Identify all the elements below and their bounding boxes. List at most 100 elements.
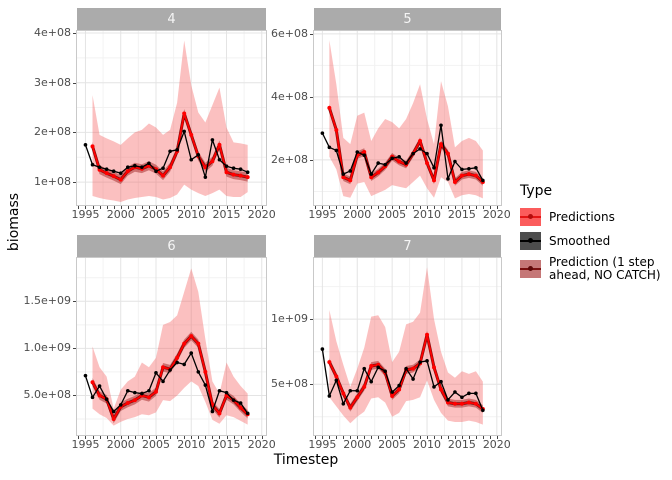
x-tick-mark bbox=[148, 436, 150, 439]
x-tick-mark bbox=[322, 436, 324, 439]
x-tick-mark bbox=[385, 206, 387, 209]
legend-item-smoothed-label: Smoothed bbox=[549, 233, 611, 248]
x-tick-mark bbox=[141, 436, 143, 439]
x-tick-mark bbox=[226, 206, 228, 209]
x-tick-mark bbox=[205, 206, 207, 209]
x-tick-label: 2015 bbox=[447, 208, 476, 221]
x-tick-mark bbox=[155, 206, 157, 209]
x-tick-mark bbox=[212, 206, 214, 209]
x-tick-mark bbox=[392, 436, 394, 439]
y-tick-mark bbox=[73, 395, 76, 397]
x-tick-mark bbox=[378, 206, 380, 209]
y-tick-label: 2e+08 bbox=[271, 152, 308, 166]
x-tick-mark bbox=[434, 436, 435, 439]
x-tick-mark bbox=[233, 436, 235, 439]
x-tick-mark bbox=[454, 436, 456, 439]
x-tick-label: 2005 bbox=[378, 208, 407, 221]
x-tick-mark bbox=[92, 436, 94, 439]
x-tick-mark bbox=[496, 436, 498, 439]
x-tick-mark bbox=[198, 206, 200, 209]
x-tick-mark bbox=[163, 436, 165, 439]
x-tick-mark bbox=[233, 206, 235, 209]
y-tick-mark bbox=[73, 182, 76, 184]
legend-item-predictions-label: Predictions bbox=[549, 209, 615, 224]
x-tick-mark bbox=[461, 436, 463, 439]
x-tick-mark bbox=[99, 436, 101, 439]
x-tick-label: 1995 bbox=[71, 208, 100, 221]
x-tick-mark bbox=[198, 436, 200, 439]
y-tick-mark bbox=[73, 132, 76, 134]
x-tick-mark bbox=[106, 206, 108, 209]
legend-item-predictions: Predictions bbox=[520, 208, 670, 226]
x-tick-mark bbox=[212, 436, 214, 439]
x-tick-mark bbox=[420, 436, 422, 439]
smoothed-key-icon bbox=[520, 232, 541, 250]
facet-strip-5: 5 bbox=[314, 8, 501, 31]
x-tick-mark bbox=[113, 436, 115, 439]
x-tick-mark bbox=[127, 206, 129, 209]
y-tick-mark bbox=[310, 159, 313, 161]
facet-strip-7-label: 7 bbox=[403, 239, 412, 254]
x-tick-label: 2005 bbox=[141, 208, 170, 221]
x-tick-label: 2020 bbox=[247, 438, 276, 451]
y-tick-mark bbox=[73, 32, 76, 34]
x-tick-label: 2020 bbox=[482, 208, 511, 221]
x-tick-mark bbox=[163, 206, 165, 209]
x-tick-mark bbox=[378, 436, 380, 439]
y-tick-mark bbox=[73, 82, 76, 84]
x-tick-mark bbox=[468, 436, 470, 439]
facet-plot-5 bbox=[313, 30, 502, 206]
facet-plot-6 bbox=[76, 257, 267, 436]
y-tick-label: 1.0e+09 bbox=[23, 341, 71, 355]
x-tick-mark bbox=[413, 436, 415, 439]
x-axis-title: Timestep bbox=[273, 452, 339, 468]
facet-strip-6: 6 bbox=[77, 235, 266, 258]
x-tick-mark bbox=[371, 206, 373, 209]
x-tick-mark bbox=[440, 206, 442, 209]
y-tick-label: 1e+08 bbox=[34, 175, 71, 189]
x-tick-mark bbox=[399, 436, 401, 439]
x-tick-mark bbox=[254, 436, 256, 439]
x-tick-mark bbox=[468, 206, 470, 209]
x-tick-mark bbox=[357, 206, 359, 209]
facet-strip-5-label: 5 bbox=[403, 12, 412, 27]
facet-strip-6-label: 6 bbox=[167, 239, 176, 254]
facet-strip-7: 7 bbox=[314, 235, 501, 258]
x-tick-mark bbox=[406, 436, 408, 439]
x-tick-mark bbox=[120, 206, 122, 209]
x-tick-mark bbox=[226, 436, 228, 439]
y-tick-mark bbox=[310, 96, 313, 98]
x-tick-mark bbox=[315, 436, 317, 439]
x-tick-mark bbox=[106, 436, 108, 439]
x-tick-mark bbox=[454, 206, 456, 209]
x-tick-mark bbox=[191, 206, 193, 209]
x-tick-mark bbox=[261, 436, 263, 439]
x-tick-mark bbox=[141, 206, 143, 209]
x-tick-mark bbox=[177, 206, 179, 209]
y-tick-label: 3e+08 bbox=[34, 75, 71, 89]
x-tick-mark bbox=[177, 436, 179, 439]
x-tick-mark bbox=[364, 436, 366, 439]
facet-strip-4: 4 bbox=[77, 8, 266, 31]
x-tick-label: 2015 bbox=[447, 438, 476, 451]
x-tick-mark bbox=[336, 436, 338, 439]
x-tick-label: 2005 bbox=[141, 438, 170, 451]
x-tick-mark bbox=[364, 206, 366, 209]
x-tick-label: 2000 bbox=[106, 208, 135, 221]
x-tick-label: 2000 bbox=[343, 438, 372, 451]
x-tick-mark bbox=[427, 206, 429, 209]
x-tick-mark bbox=[155, 436, 157, 439]
x-tick-label: 1995 bbox=[71, 438, 100, 451]
x-tick-mark bbox=[113, 206, 115, 209]
y-tick-mark bbox=[310, 33, 313, 35]
x-tick-mark bbox=[496, 206, 498, 209]
x-tick-mark bbox=[170, 206, 172, 209]
x-tick-mark bbox=[85, 436, 87, 439]
x-tick-mark bbox=[261, 206, 263, 209]
legend-item-onestep-label: Prediction (1 step ahead, NO CATCH) bbox=[549, 255, 661, 282]
x-tick-mark bbox=[78, 206, 80, 209]
x-tick-label: 2010 bbox=[413, 438, 442, 451]
x-tick-label: 2020 bbox=[482, 438, 511, 451]
x-tick-mark bbox=[392, 206, 394, 209]
